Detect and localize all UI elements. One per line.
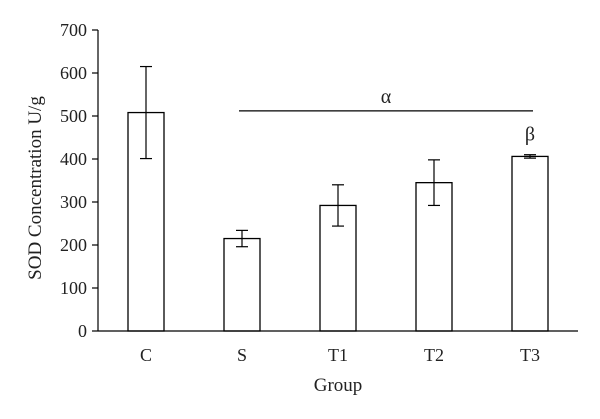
x-tick-label: T3 <box>520 345 540 365</box>
y-tick-label: 200 <box>60 235 87 255</box>
annotation-beta: β <box>525 124 535 146</box>
y-tick-label: 500 <box>60 106 87 126</box>
x-tick-label: C <box>140 345 152 365</box>
y-tick-label: 300 <box>60 192 87 212</box>
bar-series <box>127 111 549 332</box>
x-tick-label: T1 <box>328 345 348 365</box>
y-tick-label: 100 <box>60 278 87 298</box>
x-tick-label: T2 <box>424 345 444 365</box>
y-tick-label: 700 <box>60 20 87 40</box>
x-tick-label: S <box>237 345 247 365</box>
bar-s <box>223 237 261 332</box>
y-axis-ticks: 0 100 200 300 400 500 600 700 <box>60 20 98 341</box>
x-axis-ticks: C S T1 T2 T3 <box>140 345 540 365</box>
y-tick-label: 600 <box>60 63 87 83</box>
y-tick-label: 0 <box>78 321 87 341</box>
x-axis-label: Group <box>314 375 363 396</box>
bar-t3 <box>511 155 549 332</box>
y-axis-label: SOD Concentration U/g <box>25 96 46 280</box>
y-tick-label: 400 <box>60 149 87 169</box>
annotations: αβ <box>239 86 535 146</box>
annotation-alpha: α <box>381 86 392 108</box>
error-bars <box>140 65 536 248</box>
